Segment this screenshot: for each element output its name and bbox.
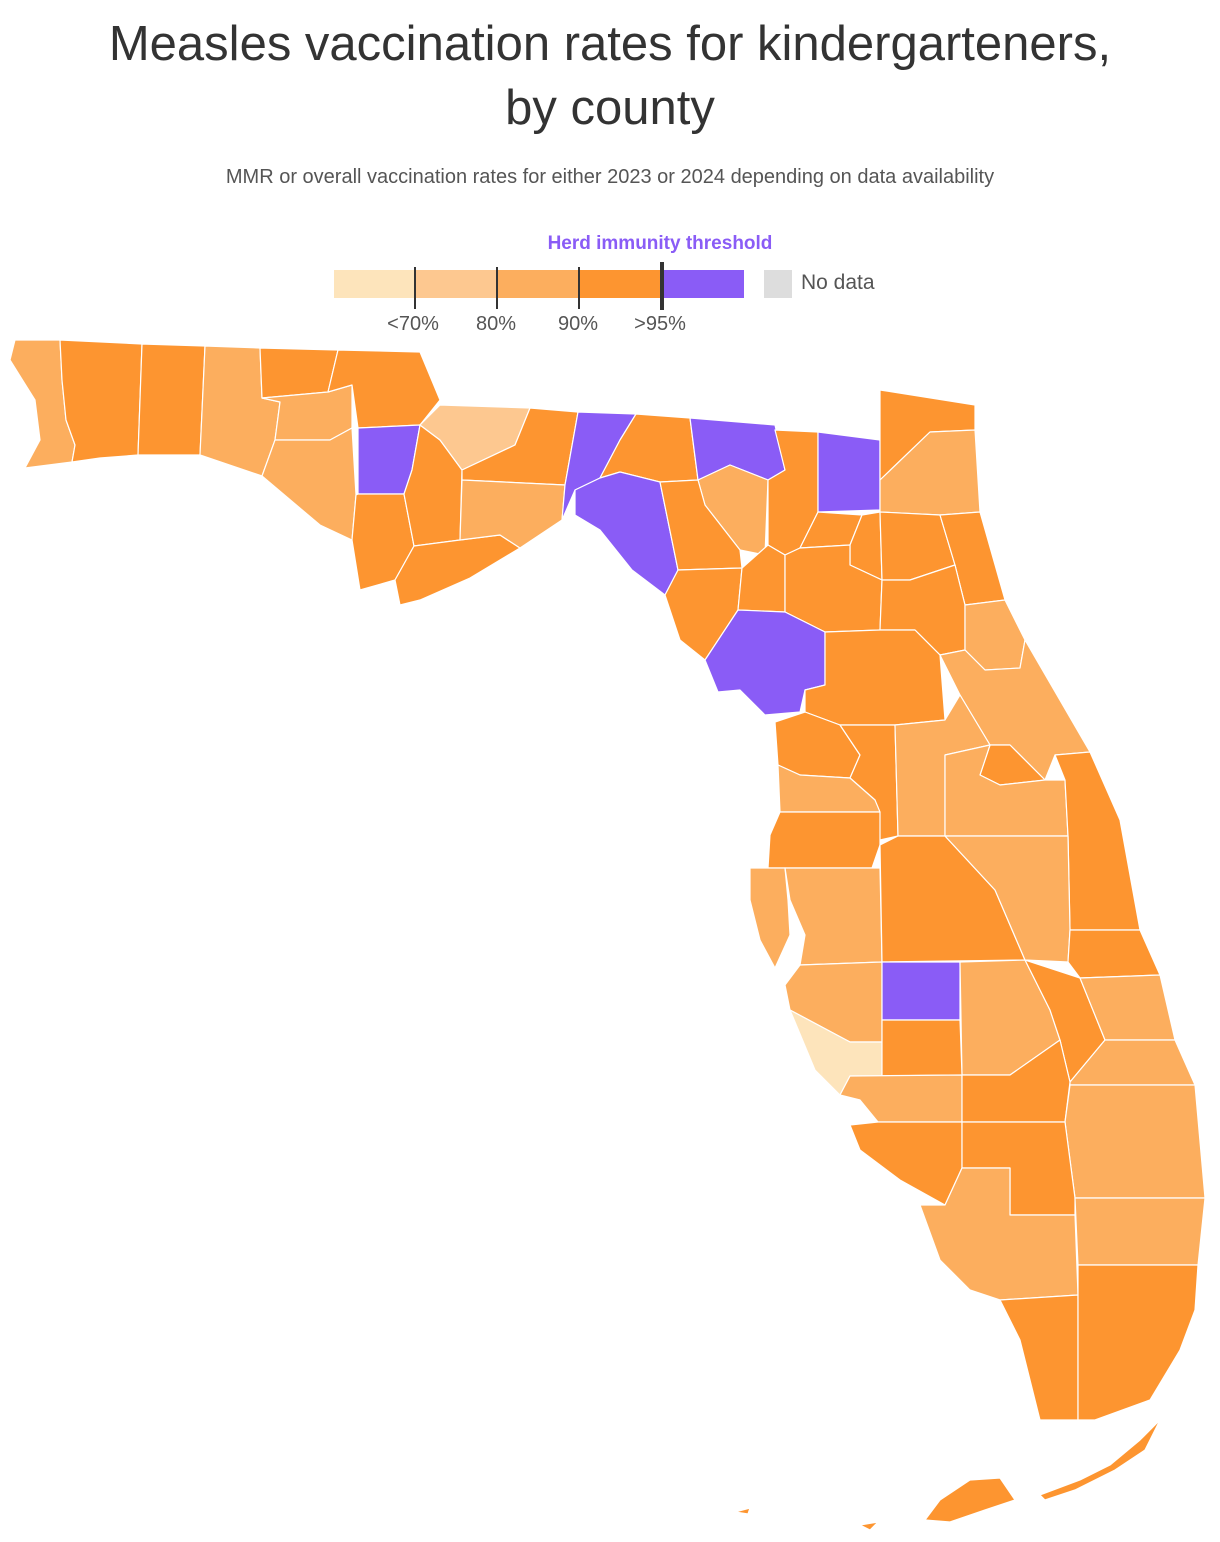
county-franklin (394, 534, 521, 606)
county-wakulla (459, 479, 566, 549)
county-marion (804, 629, 946, 726)
county-charlotte (839, 1074, 963, 1123)
county-pinellas (749, 867, 791, 969)
legend-swatch-80-90 (498, 270, 580, 298)
legend-swatch-70-80 (416, 270, 498, 298)
county-holmes (259, 347, 339, 399)
legend-tick-90 (578, 267, 580, 309)
legend-color-bar (334, 270, 744, 298)
county-bay (261, 427, 357, 541)
county-baker (817, 431, 881, 513)
county-monroe-keys-1 (924, 1477, 1016, 1523)
chart-subtitle: MMR or overall vaccination rates for eit… (225, 166, 995, 188)
legend-no-data-label: No data (801, 271, 875, 294)
county-monroe-mainland (999, 1294, 1079, 1421)
county-broward (1074, 1197, 1206, 1266)
legend-tick-label-80: 80% (475, 313, 517, 335)
legend-tick-label-gt95: >95% (634, 313, 686, 335)
county-indian-river (1067, 929, 1161, 979)
county-monroe-keys-4 (859, 1521, 879, 1531)
county-levy (704, 609, 826, 716)
county-lee (849, 1121, 963, 1206)
legend-tick-label-90: 90% (557, 313, 599, 335)
legend-swatch-lt70 (334, 270, 416, 298)
county-taylor (574, 471, 679, 596)
title-line-1: Measles vaccination rates for kindergart… (108, 17, 1112, 71)
county-collier (919, 1167, 1079, 1301)
county-hardee (881, 961, 961, 1021)
county-okaloosa (137, 343, 206, 456)
legend-tick-label-lt70: <70% (387, 313, 439, 335)
legend-threshold-label: Herd immunity threshold (547, 233, 773, 254)
legend-no-data-swatch (764, 270, 792, 298)
title-line-2: by county (505, 81, 715, 135)
chart-title: Measles vaccination rates for kindergart… (0, 12, 1220, 140)
legend-tick-95 (660, 262, 664, 310)
county-gilchrist (737, 544, 786, 613)
legend-tick-80 (496, 267, 498, 309)
county-monroe-keys-2 (1039, 1419, 1161, 1501)
county-palm-beach (1064, 1084, 1206, 1199)
county-miami-dade (1077, 1264, 1199, 1421)
county-pasco (767, 811, 881, 869)
legend-tick-70 (414, 267, 416, 309)
county-monroe-keys-3 (734, 1507, 751, 1515)
legend-swatch-gt95 (662, 270, 744, 298)
legend-swatch-90-95 (580, 270, 662, 298)
county-hillsborough (784, 867, 883, 966)
county-desoto (881, 1019, 963, 1077)
